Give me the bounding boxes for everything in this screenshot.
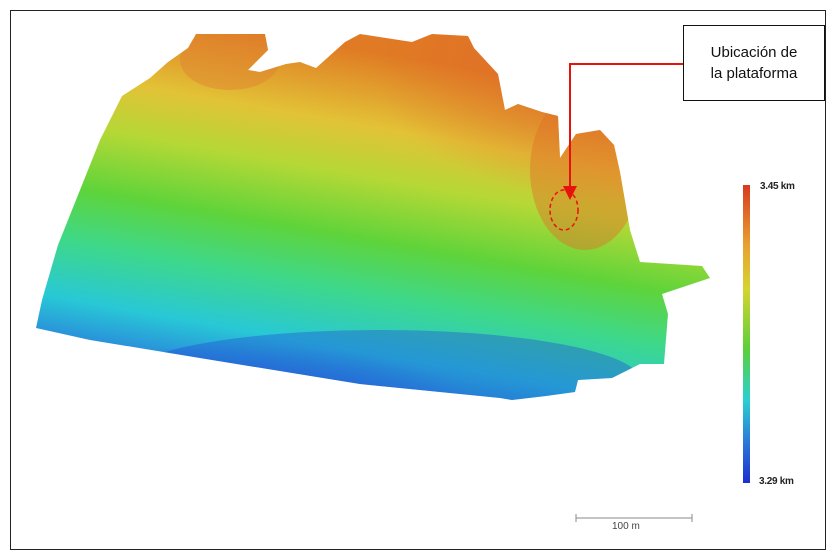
- legend-max-label: 3.45 km: [760, 181, 795, 192]
- elevation-map: [36, 34, 750, 522]
- platform-marker: [549, 63, 683, 231]
- legend-min-label: 3.29 km: [759, 476, 794, 487]
- legend-color-bar: [743, 185, 750, 483]
- platform-callout: Ubicación de la plataforma: [683, 25, 825, 101]
- scale-bar: [575, 514, 693, 522]
- callout-line-2: la plataforma: [710, 65, 798, 82]
- callout-arrow: [569, 63, 683, 188]
- callout-line-1: Ubicación de: [710, 44, 798, 61]
- terrain-surface: [36, 34, 710, 400]
- scale-bar-label: 100 m: [612, 521, 640, 532]
- arrow-head-icon: [563, 186, 577, 200]
